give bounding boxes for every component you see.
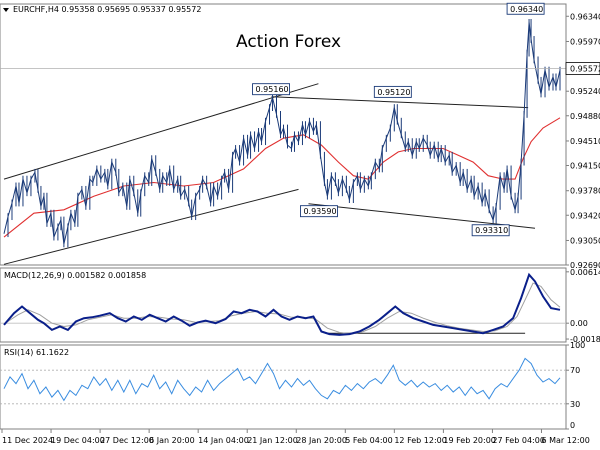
trendline <box>3 188 299 265</box>
x-tick-label: 5 Feb 04:00 <box>345 436 392 445</box>
trendlines <box>3 83 536 265</box>
rsi-title: RSI(14) 61.1622 <box>4 348 69 357</box>
macd-signal-line <box>3 282 561 335</box>
x-tick-label: 27 Dec 12:00 <box>100 436 154 445</box>
rsi-tick-label: 30 <box>570 400 580 409</box>
x-tick-label: 21 Jan 12:00 <box>247 436 298 445</box>
x-tick-label: 19 Dec 04:00 <box>51 436 105 445</box>
rsi-y-axis: 100 70 30 0 <box>566 341 585 430</box>
annotation-box <box>252 83 291 96</box>
trendline <box>308 203 536 229</box>
price-series <box>3 18 561 248</box>
x-tick-label: 6 Jan 20:00 <box>149 436 195 445</box>
rsi-panel: RSI(14) 61.1622 100 70 30 0 <box>0 341 585 430</box>
price-tick-label: 0.94880 <box>570 112 600 121</box>
rsi-tick-label: 70 <box>570 366 580 375</box>
x-tick-label: 6 Mar 12:00 <box>541 436 589 445</box>
price-annotations: 0.95160 0.95120 0.93590 0.93310 0.96340 <box>252 2 545 237</box>
symbol-header: EURCHF,H4 0.95358 0.95695 0.95337 0.9557… <box>3 5 201 14</box>
rsi-tick-label: 0 <box>570 421 575 430</box>
trendline <box>271 96 529 109</box>
macd-tick-label: -0.001896 <box>570 335 600 344</box>
macd-tick-label: 0.00 <box>570 319 588 328</box>
price-panel: Action Forex 0.96340 0.95970 0.95240 0.9488… <box>0 2 600 270</box>
price-tick-label: 0.93050 <box>570 236 600 245</box>
macd-series <box>0 272 566 336</box>
price-tick-label: 0.96340 <box>570 12 600 21</box>
rsi-line <box>3 357 561 402</box>
price-tick-label: 0.95970 <box>570 37 600 46</box>
macd-title: MACD(12,26,9) 0.001582 0.001858 <box>4 271 146 280</box>
annotation-label: 0.95160 <box>256 85 289 94</box>
rsi-tick-label: 100 <box>570 341 585 350</box>
annotation-label: 0.93590 <box>303 207 336 216</box>
macd-line <box>3 272 561 336</box>
price-tick-label: 0.94510 <box>570 137 600 146</box>
x-tick-label: 28 Jan 20:00 <box>296 436 347 445</box>
rsi-series <box>0 357 566 405</box>
last-price-box <box>565 62 600 76</box>
annotation-label: 0.93310 <box>475 226 508 235</box>
annotation-box <box>471 224 510 237</box>
macd-panel: MACD(12,26,9) 0.001582 0.001858 0.006143… <box>0 267 600 344</box>
annotation-label: 0.96340 <box>510 5 543 14</box>
annotation-box <box>506 2 545 15</box>
price-tick-label: 0.95240 <box>570 87 600 96</box>
x-tick-label: 19 Feb 20:00 <box>443 436 495 445</box>
dropdown-arrow-icon <box>3 8 9 12</box>
rsi-panel-frame <box>0 344 567 430</box>
macd-y-axis: 0.006143 0.00 -0.001896 <box>566 268 600 344</box>
x-tick-label: 27 Feb 04:00 <box>492 436 544 445</box>
trendline <box>3 83 319 180</box>
watermark: Action Forex <box>236 32 341 52</box>
price-tick-label: 0.93780 <box>570 187 600 196</box>
price-tick-label: 0.94150 <box>570 162 600 171</box>
price-tick-label: 0.93420 <box>570 211 600 220</box>
macd-panel-frame <box>0 267 567 343</box>
price-y-axis: 0.96340 0.95970 0.95240 0.94880 0.94510 0.941… <box>566 12 600 270</box>
annotation-box <box>300 205 338 218</box>
x-tick-label: 14 Jan 04:00 <box>198 436 249 445</box>
last-price-layer: 0.95572 <box>0 62 600 76</box>
x-tick-label: 11 Dec 2024 <box>2 436 53 445</box>
symbol-header-text: EURCHF,H4 0.95358 0.95695 0.95337 0.9557… <box>13 5 201 14</box>
price-tick-label: 0.92690 <box>570 261 600 270</box>
annotation-label: 0.95120 <box>377 88 410 97</box>
annotation-box <box>373 85 412 98</box>
last-price-label: 0.95572 <box>570 65 600 74</box>
x-tick-label: 12 Feb 12:00 <box>394 436 446 445</box>
macd-tick-label: 0.006143 <box>570 268 600 277</box>
price-panel-frame <box>0 3 567 266</box>
